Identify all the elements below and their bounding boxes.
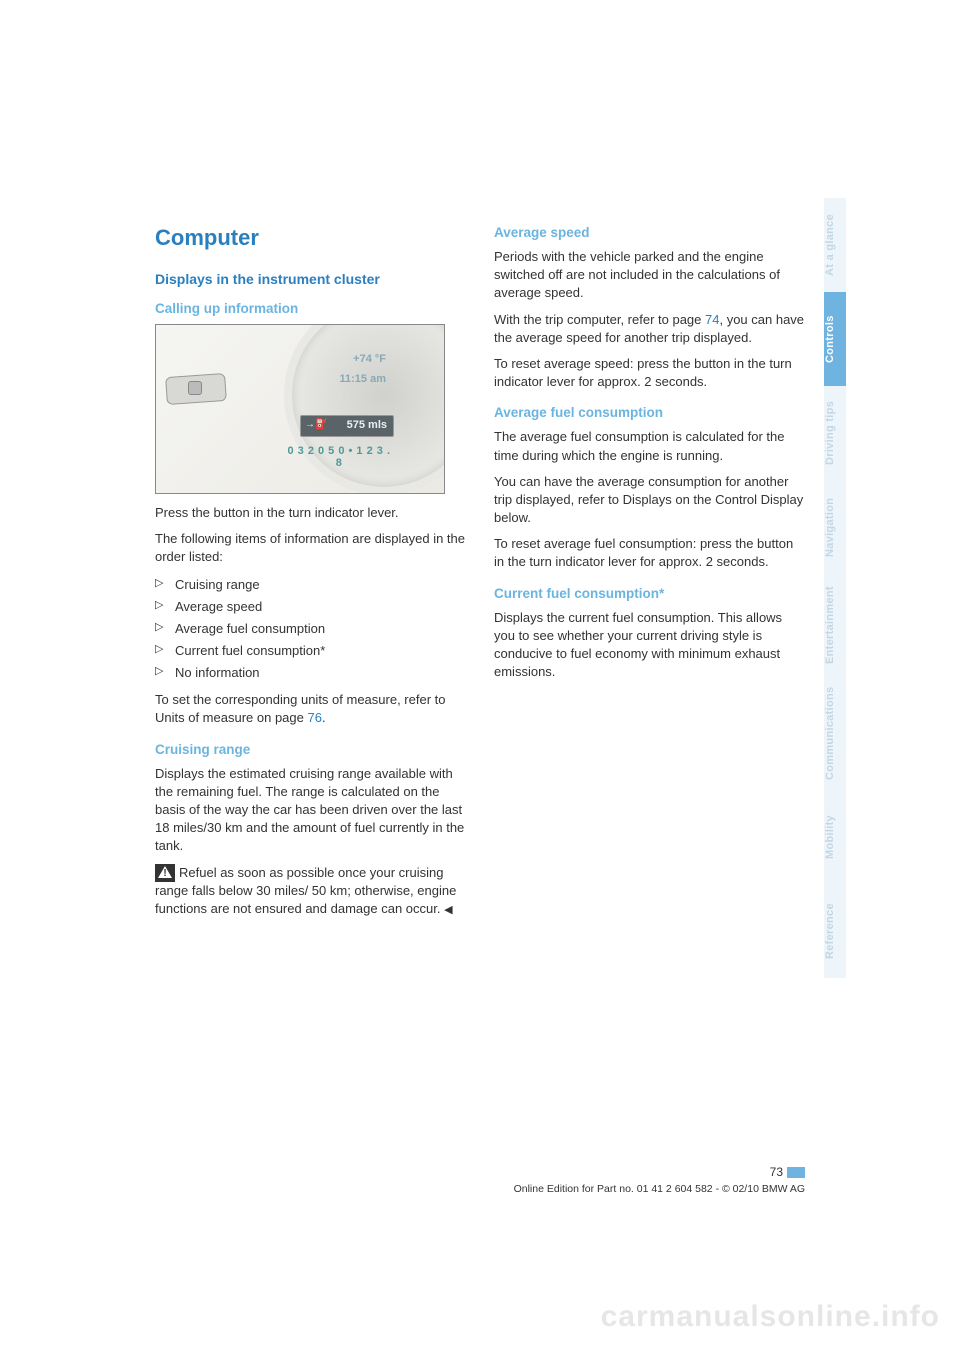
warning-refuel: Refuel as soon as possible once your cru… [155, 864, 466, 919]
warning-icon [155, 864, 175, 882]
paragraph-avg-speed-1: Periods with the vehicle parked and the … [494, 248, 805, 303]
instrument-cluster-figure: +74 °F 11:15 am →⛽ 575 mls 0 3 2 0 5 0 •… [155, 324, 445, 494]
list-item: Current fuel consumption* [155, 641, 466, 661]
paragraph-following-items: The following items of information are d… [155, 530, 466, 566]
tab-entertainment[interactable]: Entertainment [824, 574, 846, 676]
display-temp: +74 °F [353, 353, 386, 365]
tab-communications[interactable]: Communications [824, 676, 846, 790]
tab-at-a-glance[interactable]: At a glance [824, 198, 846, 292]
warning-text: Refuel as soon as possible once your cru… [155, 865, 456, 916]
units-text-2: . [322, 710, 326, 725]
tab-driving-tips[interactable]: Driving tips [824, 386, 846, 480]
display-range-box: →⛽ 575 mls [300, 415, 394, 437]
units-text-1: To set the corresponding units of measur… [155, 692, 446, 725]
paragraph-cruising-range: Displays the estimated cruising range av… [155, 765, 466, 856]
page-ref-76[interactable]: 76 [307, 710, 321, 725]
paragraph-avg-fuel-3: To reset average fuel consumption: press… [494, 535, 805, 571]
paragraph-avg-speed-2: With the trip computer, refer to page 74… [494, 311, 805, 347]
paragraph-avg-fuel-2: You can have the average consumption for… [494, 473, 805, 528]
fuel-pump-icon: →⛽ [305, 419, 327, 430]
end-triangle-icon: ◀ [444, 903, 452, 918]
list-item: Average fuel consumption [155, 619, 466, 639]
page-footer: 73 Online Edition for Part no. 01 41 2 6… [155, 1165, 805, 1195]
subheading-avg-fuel: Average fuel consumption [494, 405, 805, 420]
footer-accent-bar [787, 1167, 805, 1178]
two-column-layout: Computer Displays in the instrument clus… [155, 225, 805, 926]
list-item: Cruising range [155, 575, 466, 595]
paragraph-current-fuel: Displays the current fuel consumption. T… [494, 609, 805, 682]
right-column: Average speed Periods with the vehicle p… [494, 225, 805, 926]
subheading-average-speed: Average speed [494, 225, 805, 240]
lever-button-illustration [188, 381, 202, 395]
subheading-current-fuel: Current fuel consumption* [494, 586, 805, 601]
paragraph-avg-fuel-1: The average fuel consumption is calculat… [494, 428, 805, 464]
footer-credit: Online Edition for Part no. 01 41 2 604 … [514, 1183, 805, 1195]
list-item: Average speed [155, 597, 466, 617]
paragraph-press-button: Press the button in the turn indicator l… [155, 504, 466, 522]
page-number: 73 [155, 1165, 805, 1179]
section-tabs: At a glanceControlsDriving tipsNavigatio… [824, 198, 846, 978]
gauge-illustration [284, 324, 445, 494]
page-number-value: 73 [770, 1165, 783, 1179]
subheading-calling-up: Calling up information [155, 301, 466, 316]
paragraph-units: To set the corresponding units of measur… [155, 691, 466, 727]
page-content: Computer Displays in the instrument clus… [155, 225, 805, 926]
page-title: Computer [155, 225, 466, 251]
display-range-value: 575 mls [347, 419, 387, 431]
section-heading-displays: Displays in the instrument cluster [155, 271, 466, 287]
display-time: 11:15 am [340, 373, 386, 385]
tab-navigation[interactable]: Navigation [824, 480, 846, 574]
paragraph-avg-speed-3: To reset average speed: press the button… [494, 355, 805, 391]
avg-speed-2a: With the trip computer, refer to page [494, 312, 705, 327]
display-odometer: 0 3 2 0 5 0 • 1 2 3 . 8 [284, 443, 394, 461]
watermark: carmanualsonline.info [601, 1300, 940, 1334]
tab-reference[interactable]: Reference [824, 884, 846, 978]
subheading-cruising-range: Cruising range [155, 742, 466, 757]
left-column: Computer Displays in the instrument clus… [155, 225, 466, 926]
page-ref-74[interactable]: 74 [705, 312, 719, 327]
tab-controls[interactable]: Controls [824, 292, 846, 386]
list-item: No information [155, 663, 466, 683]
info-list: Cruising range Average speed Average fue… [155, 575, 466, 684]
tab-mobility[interactable]: Mobility [824, 790, 846, 884]
